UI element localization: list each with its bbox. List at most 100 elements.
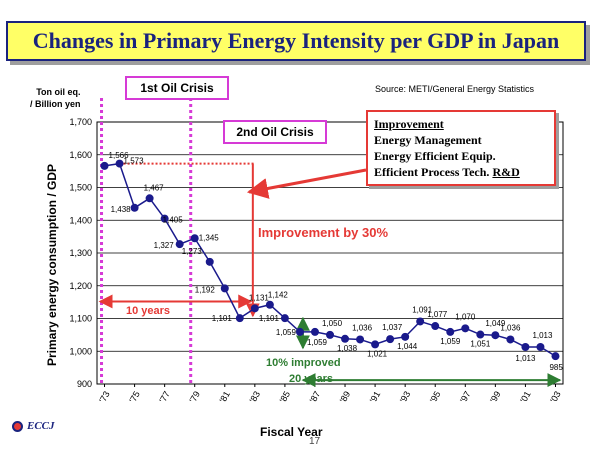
data-label: 1,273	[182, 247, 203, 256]
improvement-rd: R&D	[492, 165, 520, 179]
data-point	[536, 342, 545, 351]
x-tick-label: '73	[97, 389, 112, 404]
data-label: 1,345	[199, 233, 220, 242]
chart-title: Changes in Primary Energy Intensity per …	[32, 28, 560, 53]
data-label: 1,044	[397, 342, 418, 351]
x-tick-label: '75	[127, 389, 142, 404]
improvement-box: Improvement Energy Management Energy Eff…	[366, 110, 556, 186]
data-point	[115, 159, 124, 168]
data-point	[506, 335, 515, 344]
data-label: 985	[549, 363, 563, 372]
y-tick-label: 1,000	[69, 346, 92, 356]
x-axis-label: Fiscal Year	[260, 425, 323, 439]
y-tick-label: 1,200	[69, 281, 92, 291]
data-point	[341, 334, 350, 343]
y-tick-label: 1,500	[69, 183, 92, 193]
source-note: Source: METI/General Energy Statistics	[375, 84, 535, 94]
improvement-30-label: Improvement by 30%	[258, 225, 389, 240]
data-point	[250, 304, 259, 313]
data-point	[220, 284, 229, 293]
data-point	[130, 203, 139, 212]
data-label: 1,059	[307, 338, 328, 347]
data-label: 1,142	[268, 291, 289, 300]
data-label: 1,059	[440, 337, 461, 346]
improvement-item-1: Energy Management	[374, 133, 482, 147]
second-oil-crisis-label: 2nd Oil Crisis	[223, 120, 327, 144]
data-point	[356, 335, 365, 344]
data-label: 1,013	[515, 354, 536, 363]
data-label: 1,467	[144, 183, 165, 192]
data-point	[461, 324, 470, 333]
data-label: 1,037	[382, 323, 403, 332]
x-tick-label: '89	[338, 389, 353, 404]
y-tick-label: 1,700	[69, 117, 92, 127]
data-label: 1,192	[195, 285, 216, 294]
data-label: 1,036	[352, 323, 373, 332]
improvement-item-3: Efficient Process Tech. R&D	[374, 164, 548, 180]
data-point	[295, 327, 304, 336]
data-point	[476, 330, 485, 339]
x-tick-label: '95	[428, 389, 443, 404]
data-point	[160, 214, 169, 223]
improvement-heading: Improvement	[374, 117, 444, 131]
title-banner: Changes in Primary Energy Intensity per …	[6, 21, 586, 61]
data-label: 1,566	[109, 151, 130, 160]
y-unit-line-2: / Billion yen	[30, 99, 81, 109]
x-tick-label: '97	[458, 389, 473, 404]
data-point	[491, 331, 500, 340]
data-label: 1,036	[500, 323, 521, 332]
data-point	[205, 257, 214, 266]
x-tick-label: '85	[278, 389, 293, 404]
y-axis-label: Primary energy consumption / GDP	[45, 163, 59, 367]
data-point	[235, 314, 244, 323]
data-point	[175, 240, 184, 249]
improvement-item-3-text: Efficient Process Tech.	[374, 165, 493, 179]
data-label: 1,573	[124, 157, 145, 166]
x-tick-label: '83	[248, 389, 263, 404]
x-tick-label: '99	[488, 389, 503, 404]
eccj-logo-icon	[12, 420, 23, 432]
x-tick-label: '81	[218, 389, 233, 404]
improvement-item-2: Energy Efficient Equip.	[374, 149, 496, 163]
data-point	[280, 314, 289, 323]
twenty-years-label: 20 years	[289, 373, 334, 385]
data-point	[401, 332, 410, 341]
data-point	[431, 322, 440, 331]
ten-years-label: 10 years	[126, 305, 171, 317]
data-label: 1,059	[276, 328, 297, 337]
data-label: 1,038	[337, 344, 358, 353]
data-label: 1,051	[470, 340, 491, 349]
data-point	[386, 335, 395, 344]
y-tick-label: 1,400	[69, 215, 92, 225]
data-point	[145, 194, 154, 203]
y-unit-line-1: Ton oil eq.	[36, 87, 81, 97]
data-point	[521, 342, 530, 351]
data-point	[416, 317, 425, 326]
data-label: 1,101	[259, 314, 280, 323]
data-point	[371, 340, 380, 349]
data-label: 1,438	[111, 205, 132, 214]
data-label: 1,050	[322, 319, 343, 328]
eccj-logo-text: ECCJ	[27, 420, 55, 432]
data-point	[446, 327, 455, 336]
first-oil-crisis-label: 1st Oil Crisis	[125, 76, 229, 100]
data-label: 1,327	[154, 241, 175, 250]
eccj-logo: ECCJ	[12, 420, 55, 432]
data-label: 1,405	[163, 216, 184, 225]
page-number: 17	[309, 436, 321, 447]
x-tick-label: '93	[398, 389, 413, 404]
data-point	[551, 352, 560, 361]
data-point	[265, 300, 274, 309]
data-label: 1,070	[455, 312, 476, 321]
x-tick-label: '91	[368, 389, 383, 404]
data-label: 1,013	[532, 331, 553, 340]
y-tick-label: 1,100	[69, 314, 92, 324]
data-point	[190, 234, 199, 243]
data-label: 1,131	[249, 293, 270, 302]
data-label: 1,077	[427, 310, 448, 319]
ten-percent-improved-label: 10% improved	[266, 357, 341, 369]
data-point	[326, 330, 334, 339]
x-tick-label: '03	[548, 389, 563, 404]
data-label: 1,091	[412, 305, 433, 314]
